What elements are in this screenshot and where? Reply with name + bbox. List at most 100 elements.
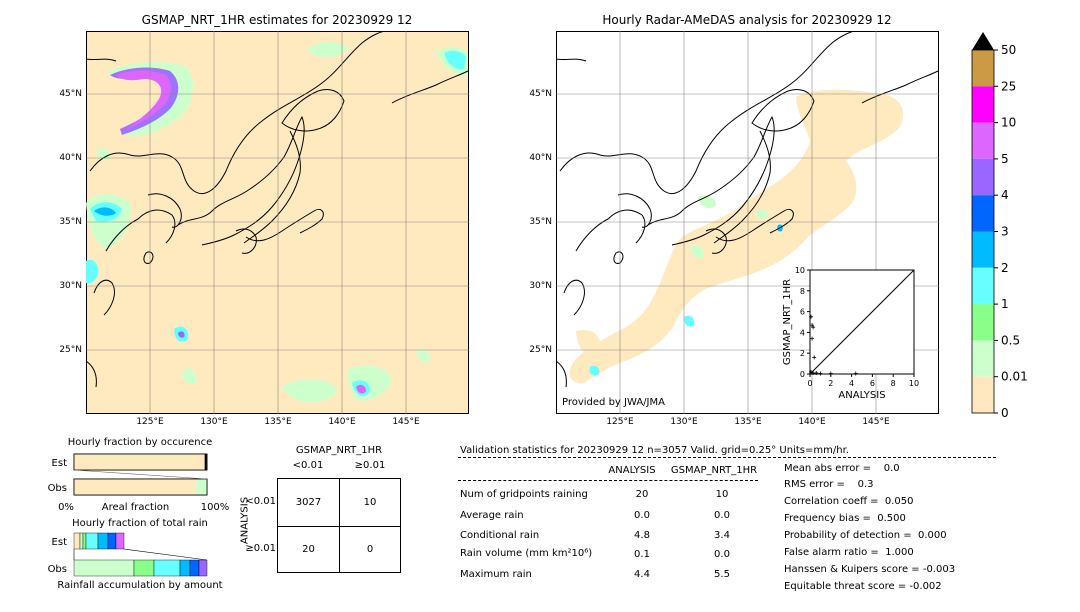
- totalrain-title: Hourly fraction of total rain: [72, 518, 208, 529]
- totalrain-connector: [123, 548, 208, 561]
- scatter-ytick-label: 0: [800, 370, 805, 379]
- scatter-xtick-label: 4: [849, 379, 854, 388]
- right-map-coastline: [556, 31, 939, 388]
- right-map-credit: Provided by JWA/JMA: [562, 397, 665, 408]
- right-lat-35: 35°N: [529, 217, 552, 227]
- scatter-xtick-label: 8: [891, 379, 896, 388]
- scatter-point: [853, 371, 858, 376]
- totalrain-segment: [153, 559, 181, 577]
- totalrain-segment: [198, 559, 208, 577]
- left-map-title: GSMAP_NRT_1HR estimates for 20230929 12: [141, 13, 413, 27]
- scatter-ytick-label: 2: [800, 349, 805, 358]
- colorbar-segment: [972, 158, 994, 196]
- validation-row-gsmap: 0.0: [714, 549, 730, 560]
- left-lat-25: 25°N: [59, 345, 82, 355]
- score-pod: Probability of detection = 0.000: [784, 530, 947, 541]
- score-corr: Correlation coeff = 0.050: [784, 496, 914, 507]
- scatter-point: [810, 323, 815, 328]
- validation-row-label: Num of gridpoints raining: [460, 489, 588, 500]
- totalrain-segment: [97, 532, 109, 550]
- scatter-point: [814, 370, 819, 375]
- totalrain-xlabel: Rainfall accumulation by amount: [57, 580, 223, 591]
- contingency-title: GSMAP_NRT_1HR: [295, 445, 383, 456]
- colorbar-level-label: 10: [1001, 116, 1016, 130]
- score-far: False alarm ratio = 1.000: [784, 547, 914, 558]
- validation-row-gsmap: 0.0: [714, 510, 730, 521]
- colorbar-level-label: 4: [1001, 188, 1009, 202]
- occurrence-bar-dry: [74, 454, 206, 470]
- occurrence-axis-center: Areal fraction: [102, 502, 169, 513]
- score-rmse: RMS error = 0.3: [784, 479, 874, 490]
- right-lon-130: 130°E: [670, 417, 698, 427]
- totalrain-segment: [107, 532, 117, 550]
- score-hk: Hanssen & Kuipers score = -0.003: [784, 564, 956, 575]
- scatter-point: [818, 371, 823, 376]
- colorbar-segment: [972, 195, 994, 232]
- validation-divider: [458, 457, 996, 458]
- contingency-col-2: ≥0.01: [354, 460, 386, 471]
- right-lon-135: 135°E: [734, 417, 762, 427]
- left-lat-35: 35°N: [59, 217, 82, 227]
- totalrain-segment: [73, 559, 135, 577]
- validation-row-gsmap: 5.5: [714, 569, 730, 580]
- totalrain-chart: Est Obs: [48, 532, 208, 577]
- scatter-point: [809, 369, 814, 374]
- left-map: [86, 31, 469, 414]
- validation-row-analysis: 4.8: [634, 530, 650, 541]
- left-map-frame: [86, 31, 469, 414]
- colorbar-level-label: 25: [1001, 79, 1016, 93]
- left-lon-130: 130°E: [200, 417, 228, 427]
- colorbar: 50 25 10 5 4 3 2 1 0.5 0.01 0: [971, 32, 1028, 420]
- totalrain-segment: [79, 532, 84, 550]
- scatter-reference-line: [809, 269, 915, 375]
- colorbar-extend-arrow: [972, 32, 994, 50]
- right-lat-40: 40°N: [529, 153, 552, 163]
- contingency-table: 3027 10 20 0: [277, 478, 401, 573]
- colorbar-segment: [972, 376, 994, 413]
- scatter-inset: 0 2 4 6 8 10 0 2 4 6 8 10 ANALYSIS GSMAP_NRT_1HR: [782, 266, 919, 401]
- validation-row-label: Conditional rain: [460, 530, 540, 541]
- right-lon-145: 145°E: [862, 417, 890, 427]
- occurrence-row-label: Est: [52, 458, 68, 469]
- right-map-title: Hourly Radar-AMeDAS analysis for 2023092…: [602, 13, 892, 27]
- totalrain-segment: [82, 532, 87, 550]
- scatter-ytick-label: 6: [800, 308, 805, 317]
- left-lon-125: 125°E: [136, 417, 164, 427]
- validation-row-gsmap: 10: [715, 489, 729, 500]
- occurrence-est-marker: [204, 454, 207, 470]
- scatter-point: [812, 355, 817, 360]
- occurrence-bar-outline: [73, 453, 208, 471]
- totalrain-segment: [179, 559, 191, 577]
- validation-row-label: Maximum rain: [460, 569, 532, 580]
- scatter-xtick-label: 2: [828, 379, 833, 388]
- scatter-xtick-label: 0: [807, 379, 812, 388]
- colorbar-level-label: 0.5: [1001, 333, 1020, 347]
- occurrence-axis-right: 100%: [201, 502, 230, 513]
- occurrence-connector: [73, 469, 208, 480]
- totalrain-segment: [115, 532, 125, 550]
- left-lat-45: 45°N: [59, 89, 82, 99]
- occurrence-bar-dry: [74, 479, 197, 495]
- validation-row-analysis: 20: [635, 489, 649, 500]
- scatter-xtick-label: 6: [870, 379, 875, 388]
- left-lon-140: 140°E: [328, 417, 356, 427]
- right-lat-25: 25°N: [529, 345, 552, 355]
- colorbar-level-label: 2: [1001, 261, 1009, 275]
- colorbar-level-label: 0: [1001, 406, 1009, 420]
- left-lon-135: 135°E: [264, 417, 292, 427]
- right-lon-125: 125°E: [606, 417, 634, 427]
- colorbar-level-label: 5: [1001, 152, 1009, 166]
- scatter-point: [809, 314, 814, 319]
- occurrence-title: Hourly fraction by occurence: [67, 437, 213, 448]
- left-map-coastline: [86, 31, 469, 388]
- validation-header: Validation statistics for 20230929 12 n=…: [460, 445, 849, 456]
- validation-row-gsmap: 3.4: [714, 530, 730, 541]
- totalrain-segment: [85, 532, 99, 550]
- contingency-cell-22: 0: [366, 544, 374, 555]
- left-lon-145: 145°E: [392, 417, 420, 427]
- totalrain-row-label: Obs: [48, 564, 67, 575]
- colorbar-segment: [972, 340, 994, 377]
- totalrain-segment: [133, 559, 155, 577]
- validation-row-analysis: 0.0: [634, 510, 650, 521]
- right-map-coverage: [569, 89, 903, 384]
